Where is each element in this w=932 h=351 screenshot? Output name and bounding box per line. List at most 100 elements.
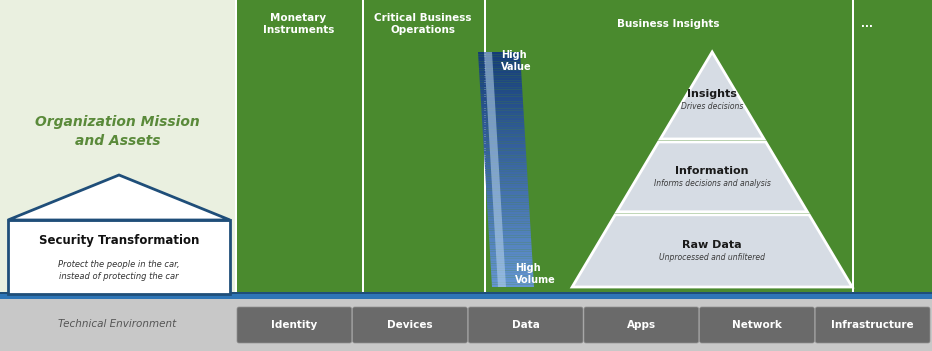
- Polygon shape: [484, 148, 526, 151]
- Polygon shape: [480, 80, 522, 82]
- Polygon shape: [491, 268, 533, 271]
- Polygon shape: [488, 231, 531, 233]
- Polygon shape: [617, 142, 807, 212]
- Polygon shape: [482, 120, 524, 122]
- Polygon shape: [480, 90, 522, 92]
- Polygon shape: [490, 257, 532, 259]
- Text: Business Insights: Business Insights: [617, 19, 720, 29]
- Text: Apps: Apps: [627, 320, 656, 330]
- Polygon shape: [480, 85, 522, 87]
- Polygon shape: [487, 188, 528, 191]
- Polygon shape: [486, 181, 528, 184]
- Polygon shape: [484, 153, 527, 155]
- Polygon shape: [483, 130, 525, 132]
- Polygon shape: [481, 99, 523, 101]
- Text: Organization Mission
and Assets: Organization Mission and Assets: [35, 115, 199, 148]
- Bar: [484, 0, 486, 292]
- Polygon shape: [487, 198, 528, 200]
- Polygon shape: [482, 111, 524, 113]
- Polygon shape: [489, 238, 531, 240]
- Bar: [852, 0, 854, 292]
- Polygon shape: [478, 54, 520, 57]
- Polygon shape: [487, 191, 528, 193]
- Polygon shape: [487, 205, 529, 207]
- Text: Devices: Devices: [387, 320, 432, 330]
- Polygon shape: [491, 280, 534, 282]
- Polygon shape: [481, 106, 524, 108]
- Polygon shape: [483, 125, 525, 127]
- Text: Security Transformation: Security Transformation: [39, 234, 199, 247]
- Polygon shape: [483, 132, 525, 134]
- FancyBboxPatch shape: [584, 307, 699, 343]
- Polygon shape: [488, 221, 530, 224]
- Polygon shape: [489, 247, 532, 250]
- Polygon shape: [488, 226, 530, 228]
- Polygon shape: [490, 254, 532, 257]
- Text: Unprocessed and unfiltered: Unprocessed and unfiltered: [659, 253, 765, 263]
- Polygon shape: [481, 97, 523, 99]
- Polygon shape: [492, 282, 534, 285]
- Text: Data: Data: [512, 320, 540, 330]
- Polygon shape: [489, 235, 531, 238]
- Polygon shape: [484, 141, 526, 144]
- Polygon shape: [486, 177, 528, 179]
- Polygon shape: [480, 78, 522, 80]
- Polygon shape: [489, 245, 531, 247]
- Polygon shape: [485, 170, 528, 172]
- Polygon shape: [488, 224, 530, 226]
- Polygon shape: [486, 186, 528, 188]
- Polygon shape: [490, 261, 532, 264]
- Polygon shape: [485, 165, 527, 167]
- Polygon shape: [481, 108, 524, 111]
- Polygon shape: [491, 271, 533, 273]
- Polygon shape: [479, 66, 521, 68]
- Text: Identity: Identity: [271, 320, 318, 330]
- Polygon shape: [483, 134, 525, 137]
- Polygon shape: [481, 104, 523, 106]
- Polygon shape: [479, 64, 521, 66]
- Text: Information: Information: [676, 166, 749, 176]
- Polygon shape: [483, 139, 526, 141]
- Polygon shape: [489, 250, 532, 252]
- Polygon shape: [478, 57, 520, 59]
- Bar: [235, 0, 362, 292]
- Polygon shape: [572, 215, 852, 287]
- Bar: [852, 0, 882, 292]
- FancyBboxPatch shape: [469, 307, 583, 343]
- Text: High
Volume: High Volume: [515, 263, 555, 285]
- FancyBboxPatch shape: [816, 307, 930, 343]
- Polygon shape: [483, 127, 525, 130]
- FancyBboxPatch shape: [352, 307, 467, 343]
- Polygon shape: [485, 167, 527, 170]
- Polygon shape: [490, 259, 532, 261]
- Polygon shape: [482, 113, 524, 115]
- Polygon shape: [481, 101, 523, 104]
- Bar: [362, 0, 484, 292]
- Polygon shape: [488, 233, 531, 235]
- Polygon shape: [478, 52, 520, 54]
- Text: Informs decisions and analysis: Informs decisions and analysis: [653, 179, 771, 188]
- Bar: [8, 220, 230, 294]
- Polygon shape: [486, 184, 528, 186]
- Polygon shape: [492, 285, 534, 287]
- Polygon shape: [484, 52, 506, 287]
- Text: High
Value: High Value: [501, 50, 531, 72]
- Polygon shape: [482, 115, 524, 118]
- Polygon shape: [488, 219, 530, 221]
- Text: Protect the people in the car,
instead of protecting the car: Protect the people in the car, instead o…: [58, 260, 180, 281]
- Polygon shape: [487, 210, 529, 212]
- Polygon shape: [487, 214, 529, 217]
- Polygon shape: [486, 179, 528, 181]
- Polygon shape: [8, 175, 230, 220]
- Polygon shape: [483, 137, 525, 139]
- Polygon shape: [484, 144, 526, 146]
- Polygon shape: [491, 275, 533, 278]
- Text: Raw Data: Raw Data: [682, 240, 742, 250]
- Polygon shape: [480, 92, 523, 94]
- Polygon shape: [485, 160, 527, 163]
- Polygon shape: [479, 68, 521, 71]
- Polygon shape: [486, 174, 528, 177]
- Text: ...: ...: [861, 19, 873, 29]
- Polygon shape: [487, 193, 528, 196]
- Polygon shape: [480, 87, 522, 90]
